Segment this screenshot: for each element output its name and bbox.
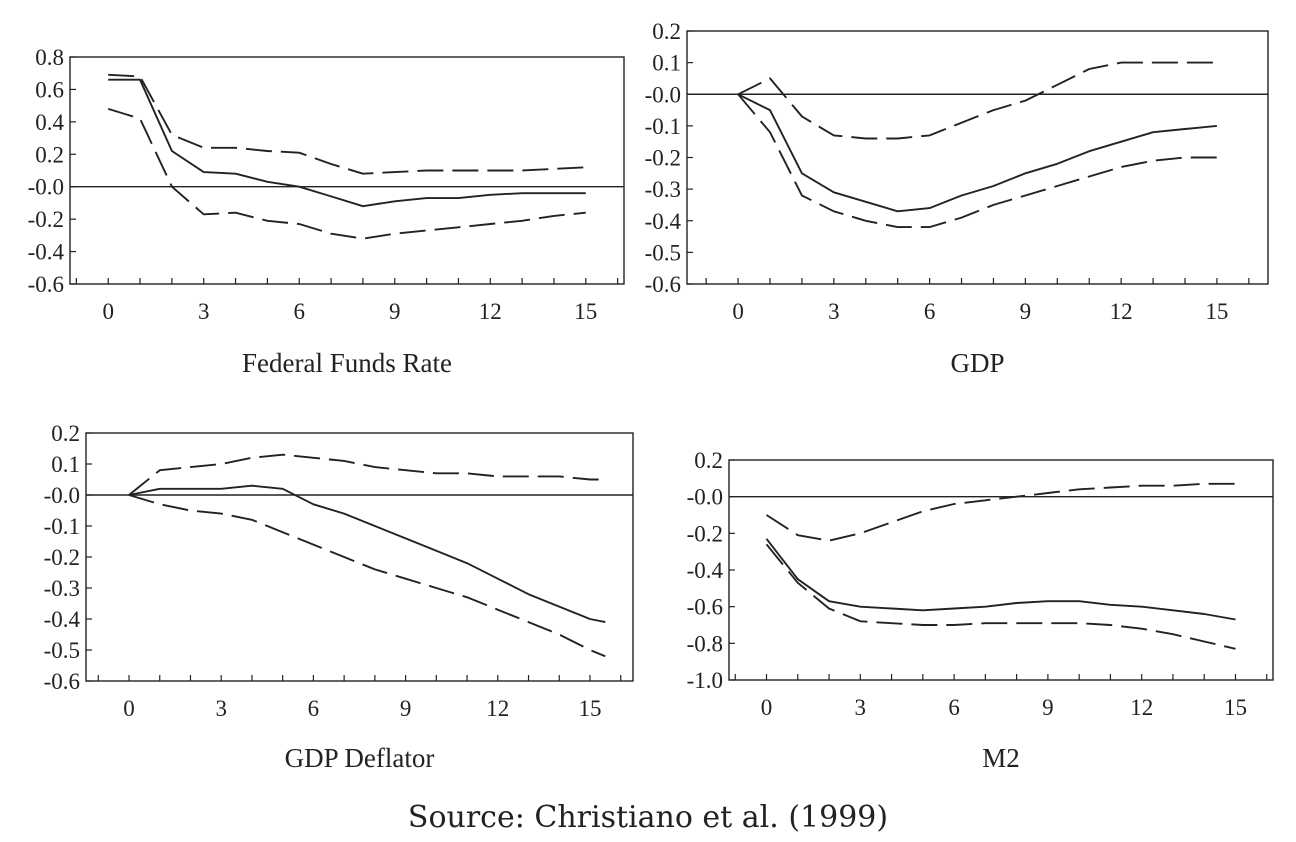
plot-frame bbox=[69, 56, 625, 285]
x-tick-label: 9 bbox=[389, 299, 401, 324]
panel-title: Federal Funds Rate bbox=[242, 348, 452, 378]
y-tick-label: 0.6 bbox=[35, 77, 64, 102]
x-tick-label: 9 bbox=[1042, 695, 1054, 720]
x-tick-label: 0 bbox=[761, 695, 773, 720]
x-tick-label: 6 bbox=[293, 299, 305, 324]
lower-band-line bbox=[107, 107, 586, 240]
x-tick-label: 15 bbox=[578, 696, 601, 721]
x-tick-label: 6 bbox=[308, 696, 320, 721]
panel-title: GDP bbox=[950, 348, 1004, 378]
y-tick-label: -0.5 bbox=[645, 240, 681, 265]
upper-band-line bbox=[737, 61, 1217, 140]
y-tick-label: -0.8 bbox=[687, 631, 723, 656]
estimate-line bbox=[128, 484, 606, 624]
y-tick-label: 0.1 bbox=[652, 51, 681, 76]
x-tick-label: 9 bbox=[400, 696, 412, 721]
x-tick-label: 0 bbox=[732, 299, 744, 324]
y-tick-label: 0.1 bbox=[51, 452, 80, 477]
lower-band-line bbox=[765, 543, 1236, 650]
y-tick-label: -0.0 bbox=[44, 483, 80, 508]
panel-title: M2 bbox=[982, 743, 1020, 773]
y-tick-label: -0.4 bbox=[44, 607, 81, 632]
y-tick-label: -1.0 bbox=[687, 668, 723, 693]
y-tick-label: -0.4 bbox=[28, 240, 65, 265]
y-tick-label: -0.0 bbox=[687, 485, 723, 510]
y-tick-label: -0.2 bbox=[44, 545, 80, 570]
x-tick-label: 12 bbox=[1130, 695, 1153, 720]
panel-m2: 0 3 6 9 12 15 0.2 -0.0 -0.2 -0.4 -0.6 -0.8 -1.0 M2 bbox=[687, 448, 1274, 773]
x-tick-label: 3 bbox=[215, 696, 227, 721]
x-tick-label: 6 bbox=[948, 695, 960, 720]
lower-band-line bbox=[737, 93, 1217, 229]
panel-federal-funds-rate: 0 3 6 9 12 15 0.8 0.6 0.4 0.2 -0.0 -0.2 -0.4 -0.6 Fede… bbox=[28, 45, 625, 378]
panel-title: GDP Deflator bbox=[285, 743, 435, 773]
x-tick-label: 3 bbox=[855, 695, 867, 720]
y-tick-label: -0.6 bbox=[28, 272, 64, 297]
source-note: Source: Christiano et al. (1999) bbox=[407, 800, 889, 835]
y-tick-label: -0.2 bbox=[645, 146, 681, 171]
estimate-line bbox=[108, 78, 586, 208]
y-tick-label: -0.4 bbox=[645, 209, 682, 234]
y-tick-label: -0.0 bbox=[645, 82, 681, 107]
y-tick-label: 0.8 bbox=[35, 45, 64, 70]
panel-gdp-deflator: 0 3 6 9 12 15 0.2 0.1 -0.0 -0.1 -0.2 -0.3 -0.4 -0.5 -0… bbox=[44, 421, 634, 773]
y-tick-label: 0.4 bbox=[35, 110, 64, 135]
plot-frame bbox=[728, 459, 1274, 681]
y-tick-label: -0.2 bbox=[28, 207, 64, 232]
x-tick-label: 15 bbox=[1224, 695, 1247, 720]
x-tick-label: 0 bbox=[123, 696, 135, 721]
y-tick-label: 0.2 bbox=[694, 448, 723, 473]
y-tick-label: -0.6 bbox=[44, 669, 80, 694]
y-tick-label: 0.2 bbox=[35, 142, 64, 167]
x-tick-label: 12 bbox=[1110, 299, 1133, 324]
y-tick-label: -0.4 bbox=[687, 558, 724, 583]
y-tick-label: -0.1 bbox=[44, 514, 80, 539]
y-tick-label: -0.3 bbox=[44, 576, 80, 601]
lower-band-line bbox=[128, 494, 606, 658]
y-tick-label: 0.2 bbox=[652, 19, 681, 44]
y-tick-label: 0.2 bbox=[51, 421, 80, 446]
estimate-line bbox=[737, 93, 1217, 213]
panel-gdp: 0 3 6 9 12 15 0.2 0.1 -0.0 -0.1 -0.2 -0.3 -0.4 -0.5 -0… bbox=[645, 19, 1269, 378]
x-tick-label: 3 bbox=[198, 299, 210, 324]
x-tick-label: 12 bbox=[479, 299, 502, 324]
y-tick-label: -0.6 bbox=[687, 595, 723, 620]
upper-band-line bbox=[765, 482, 1236, 542]
x-tick-label: 15 bbox=[1205, 299, 1228, 324]
upper-band-line bbox=[108, 73, 586, 175]
x-tick-label: 6 bbox=[924, 299, 936, 324]
y-tick-label: -0.2 bbox=[687, 521, 723, 546]
y-tick-label: -0.6 bbox=[645, 272, 681, 297]
x-tick-label: 9 bbox=[1020, 299, 1032, 324]
y-tick-label: -0.5 bbox=[44, 638, 80, 663]
y-tick-label: -0.0 bbox=[28, 175, 64, 200]
x-tick-label: 3 bbox=[828, 299, 840, 324]
x-tick-label: 0 bbox=[102, 299, 114, 324]
x-tick-label: 12 bbox=[486, 696, 509, 721]
y-tick-label: -0.1 bbox=[645, 114, 681, 139]
estimate-line bbox=[765, 538, 1236, 621]
x-tick-label: 15 bbox=[574, 299, 597, 324]
y-tick-label: -0.3 bbox=[645, 177, 681, 202]
upper-band-line bbox=[128, 453, 606, 496]
